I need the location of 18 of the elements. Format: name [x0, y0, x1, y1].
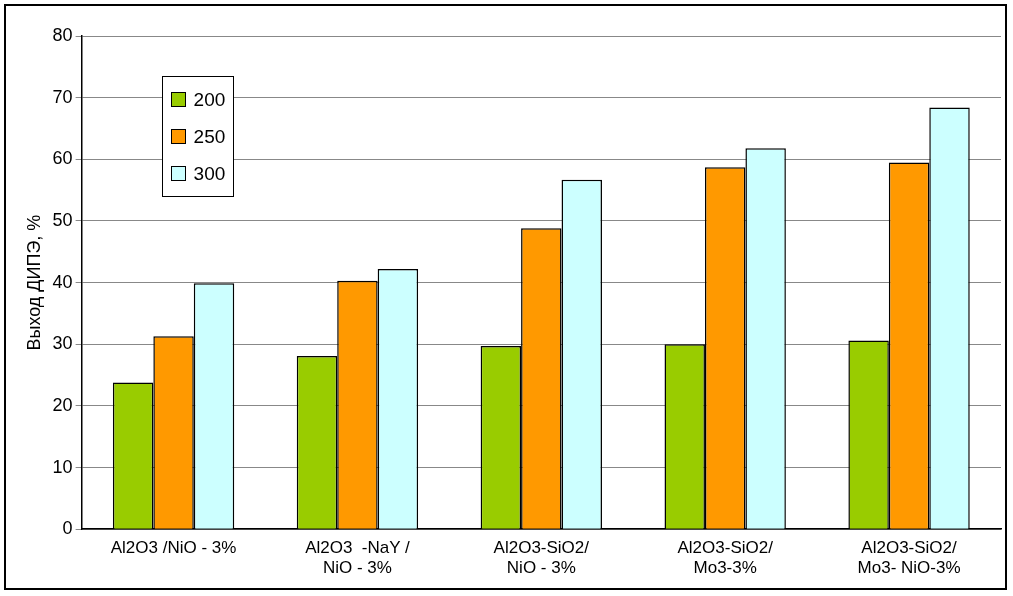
- x-tick-label: Al2O3-SiO2/ NiO - 3%: [493, 538, 590, 578]
- y-tick-label: 80: [52, 24, 73, 45]
- y-tick-label: 20: [52, 394, 73, 415]
- legend-label: 200: [193, 88, 226, 111]
- y-tick-label: 70: [52, 86, 73, 107]
- y-tick-label: 60: [52, 148, 73, 169]
- y-tick-label: 50: [52, 209, 73, 230]
- y-axis-title: Выход ДИПЭ, %: [23, 214, 44, 351]
- x-tick-label: Al2O3 -NaY / NiO - 3%: [305, 538, 410, 578]
- legend-label: 250: [193, 125, 226, 148]
- legend-label: 300: [193, 162, 226, 185]
- x-tick-label: Al2O3-SiO2/ Mo3-3%: [677, 538, 774, 578]
- y-tick-label: 40: [52, 271, 73, 292]
- y-tick-label: 10: [52, 456, 73, 477]
- x-tick-label: Al2O3 /NiO - 3%: [110, 538, 237, 558]
- y-tick-label: 30: [52, 333, 73, 354]
- y-tick-label: 0: [62, 518, 73, 539]
- x-tick-label: Al2O3-SiO2/ Mo3- NiO-3%: [857, 538, 961, 578]
